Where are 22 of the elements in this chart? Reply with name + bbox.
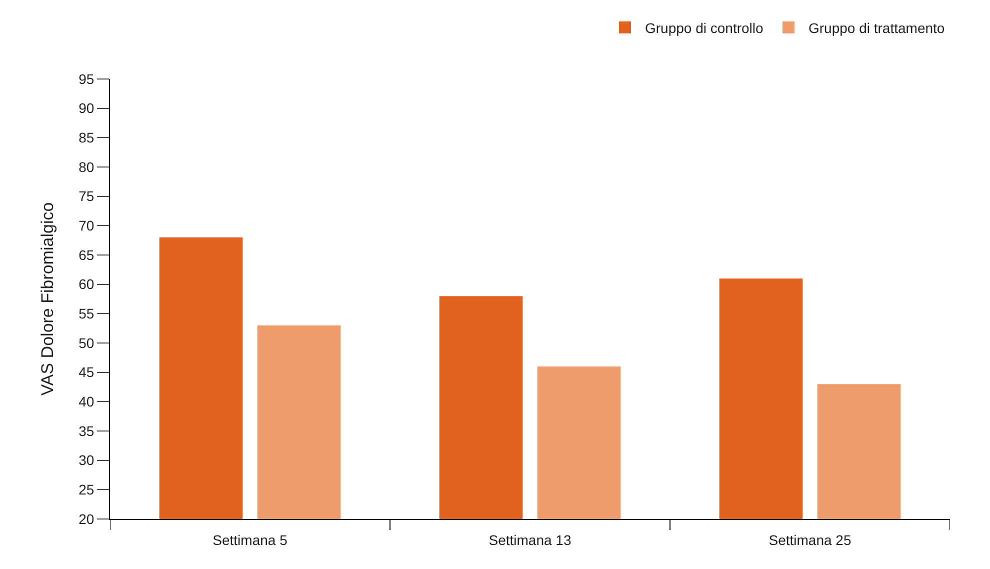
x-tick-label: Settimana 13 xyxy=(488,532,572,548)
y-tick-label: 50 xyxy=(78,334,94,351)
y-tick-label: 40 xyxy=(78,394,94,410)
legend-label: Gruppo di controllo xyxy=(645,20,764,36)
y-tick-label: 80 xyxy=(78,158,94,175)
legend-label: Gruppo di trattamento xyxy=(808,20,945,36)
y-tick-label: 90 xyxy=(78,100,94,116)
y-tick-label: 75 xyxy=(78,188,94,204)
y-tick-label: 20 xyxy=(78,510,94,527)
y-tick-label: 70 xyxy=(78,218,94,234)
y-tick-label: 55 xyxy=(78,306,94,322)
y-tick-label: 25 xyxy=(78,482,94,498)
y-tick-label: 60 xyxy=(78,276,94,292)
y-tick-label: 45 xyxy=(78,364,94,380)
y-tick-label: 65 xyxy=(78,246,94,263)
y-tick-label: 95 xyxy=(78,70,94,87)
y-tick-label: 35 xyxy=(78,422,94,439)
y-tick-label: 85 xyxy=(78,130,94,146)
x-tick-label: Settimana 25 xyxy=(768,532,852,548)
x-tick-label: Settimana 5 xyxy=(212,532,288,548)
y-axis-title: VAS Dolore Fibromialgico xyxy=(38,202,58,396)
y-tick-label: 30 xyxy=(78,452,94,468)
